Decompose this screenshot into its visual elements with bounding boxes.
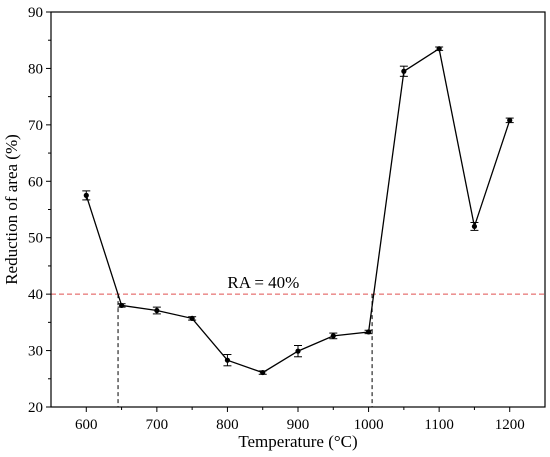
reference-line-label: RA = 40%	[227, 273, 299, 292]
y-tick-label: 90	[28, 5, 43, 21]
data-point	[154, 307, 160, 314]
x-tick-label: 1200	[495, 417, 525, 433]
x-tick-label: 1100	[424, 417, 453, 433]
data-point	[471, 223, 478, 230]
x-tick-label: 900	[287, 417, 310, 433]
x-tick-label: 700	[146, 417, 169, 433]
data-point	[224, 357, 231, 363]
x-tick-label: 800	[216, 417, 239, 433]
drop-lines-group	[117, 294, 373, 407]
axis-ticks: 600 700 800 900 1000 1100 1200 20 30 40 50 60 70 80 90	[28, 5, 525, 433]
y-tick-label: 60	[28, 174, 43, 190]
data-point	[260, 369, 266, 376]
x-tick-label: 600	[75, 417, 98, 433]
data-point	[507, 117, 513, 123]
data-point	[330, 333, 336, 339]
data-point	[436, 46, 442, 52]
data-point	[401, 68, 407, 74]
data-point	[365, 329, 372, 335]
plot-frame	[50, 11, 546, 408]
y-tick-label: 40	[28, 287, 43, 303]
data-point	[295, 348, 301, 354]
y-tick-label: 50	[28, 231, 43, 247]
series-line	[85, 47, 511, 374]
y-tick-label: 80	[28, 61, 43, 77]
data-point	[118, 302, 125, 309]
x-tick-label: 1000	[354, 417, 384, 433]
series-group	[82, 46, 514, 376]
y-tick-label: 20	[28, 400, 43, 416]
y-axis-title: Reduction of area (%)	[2, 134, 21, 285]
data-point	[83, 192, 89, 198]
y-tick-label: 30	[28, 344, 43, 360]
x-axis-title: Temperature (°C)	[238, 432, 357, 451]
y-tick-label: 70	[28, 118, 43, 134]
data-point	[189, 315, 195, 322]
